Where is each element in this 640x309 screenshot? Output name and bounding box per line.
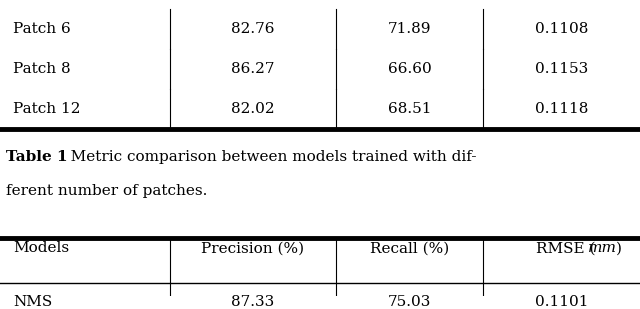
- Text: Precision (%): Precision (%): [201, 241, 305, 256]
- Text: 66.60: 66.60: [388, 62, 431, 76]
- Text: ): ): [616, 241, 622, 256]
- Text: NMS: NMS: [13, 295, 52, 309]
- Text: RMSE (: RMSE (: [536, 241, 596, 256]
- Text: . Metric comparison between models trained with dif-: . Metric comparison between models train…: [61, 150, 476, 163]
- Text: mm: mm: [588, 241, 616, 256]
- Text: 87.33: 87.33: [231, 295, 275, 309]
- Text: 0.1101: 0.1101: [535, 295, 589, 309]
- Text: 82.02: 82.02: [231, 102, 275, 116]
- Text: 0.1118: 0.1118: [535, 102, 589, 116]
- Text: Models: Models: [13, 241, 69, 256]
- Text: Patch 12: Patch 12: [13, 102, 80, 116]
- Text: Patch 8: Patch 8: [13, 62, 70, 76]
- Text: 71.89: 71.89: [388, 22, 431, 36]
- Text: 0.1108: 0.1108: [535, 22, 589, 36]
- Text: Table 1: Table 1: [6, 150, 68, 163]
- Text: 86.27: 86.27: [231, 62, 275, 76]
- Text: 82.76: 82.76: [231, 22, 275, 36]
- Text: 68.51: 68.51: [388, 102, 431, 116]
- Text: ferent number of patches.: ferent number of patches.: [6, 184, 208, 198]
- Text: Patch 6: Patch 6: [13, 22, 70, 36]
- Text: 75.03: 75.03: [388, 295, 431, 309]
- Text: 0.1153: 0.1153: [535, 62, 589, 76]
- Text: Recall (%): Recall (%): [370, 241, 449, 256]
